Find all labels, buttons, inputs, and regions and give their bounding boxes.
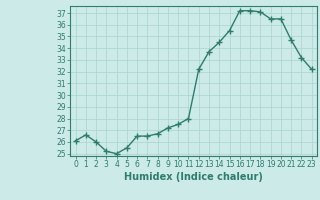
X-axis label: Humidex (Indice chaleur): Humidex (Indice chaleur) <box>124 172 263 182</box>
